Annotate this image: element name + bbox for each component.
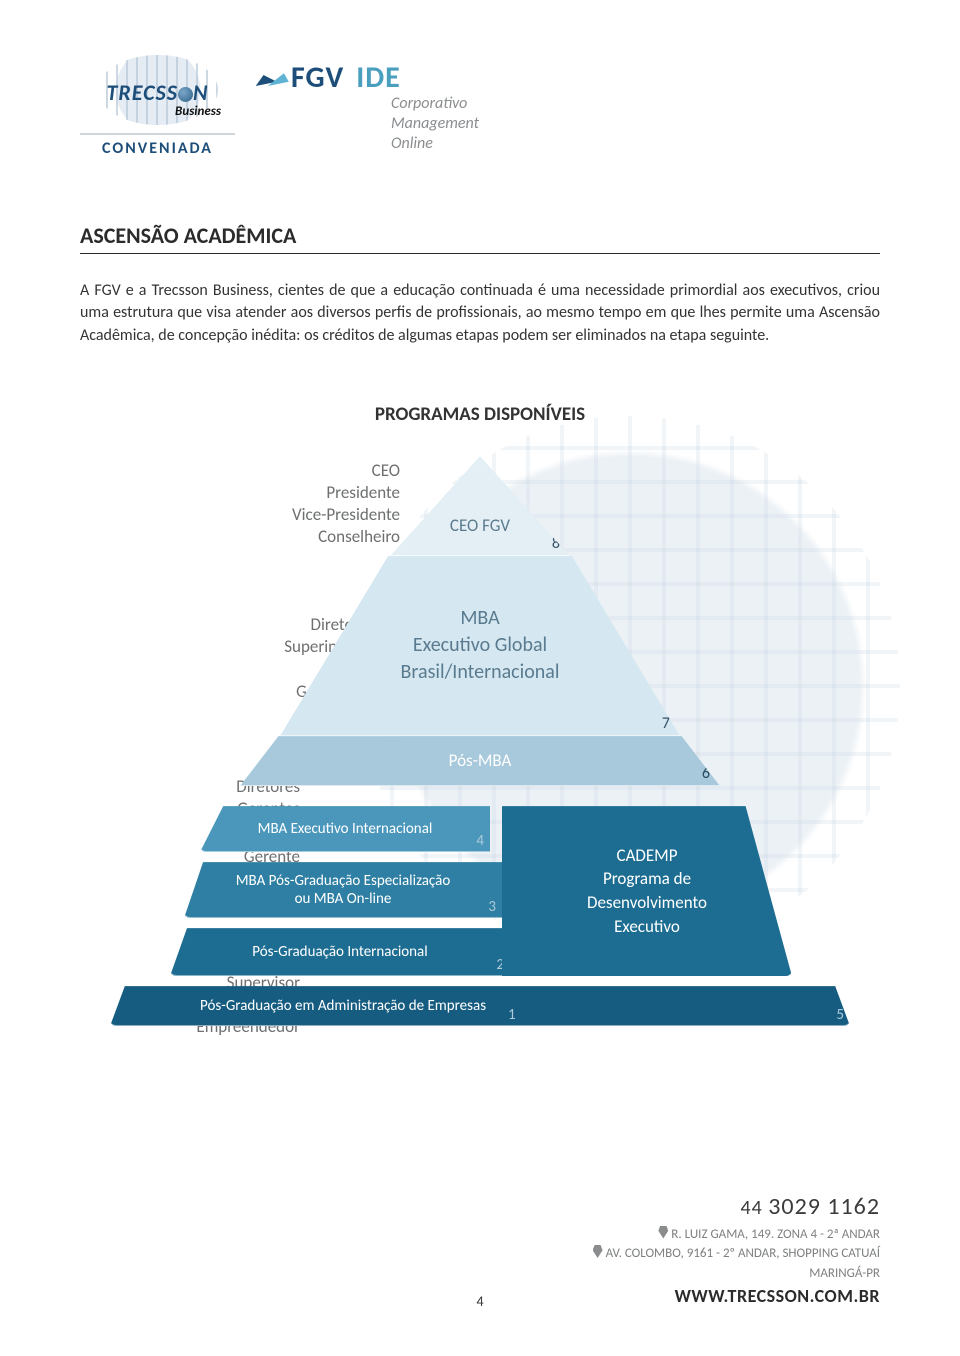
tier-label: Pós-MBA (449, 750, 512, 771)
role-label: Vice-Presidente (100, 504, 400, 526)
role-label: CEO (100, 592, 400, 614)
footer-phone: 3029 1162 (768, 1192, 880, 1221)
fgv-sub-1: Corporativo (391, 94, 479, 114)
role-label: Conselheiro (100, 526, 400, 548)
pin-icon (593, 1245, 603, 1258)
roles-group-1: CEO Presidente Vice-Presidente Conselhei… (100, 460, 400, 548)
bar-number-right: 5 (836, 1006, 844, 1024)
bar-label: Pós-Graduação Internacional (252, 943, 427, 961)
bar-pos-grad-int: Pós-Graduação Internacional 2 (170, 928, 510, 976)
header-logos: TRECSS N Business CONVENIADA FGV IDE Corp… (80, 55, 880, 158)
trecsson-business: Business (80, 104, 235, 119)
bar-mba-pos-grad: MBA Pós-Graduação Especialização ou MBA … (184, 862, 502, 918)
tier-number: 7 (662, 714, 670, 733)
bar-number: 1 (508, 1006, 516, 1024)
tier-mba-global: MBA Executivo Global Brasil/Internaciona… (280, 556, 680, 736)
footer-addr-1: R. LUIZ GAMA, 149. ZONA 4 - 2ª ANDAR (671, 1227, 880, 1242)
tier-label: Brasil/Internacional (401, 659, 560, 686)
pin-icon (658, 1226, 668, 1239)
bar-pos-grad-adm: Pós-Graduação em Administração de Empres… (110, 986, 850, 1026)
tier-number: 6 (702, 764, 710, 783)
page-number: 4 (0, 1293, 960, 1310)
pyramid-diagram: CEO Presidente Vice-Presidente Conselhei… (100, 456, 860, 1076)
footer-addr-2: AV. COLOMBO, 9161 - 2º ANDAR, SHOPPING C… (606, 1246, 880, 1261)
tier-label: CEO FGV (450, 515, 510, 536)
bar-label: MBA Pós-Graduação Especialização (236, 872, 451, 890)
globe-dot-icon (178, 87, 193, 102)
bar-label: ou MBA On-line (236, 890, 451, 908)
footer-phone-prefix: 44 (740, 1196, 768, 1220)
trecsson-brand-post: N (193, 79, 208, 106)
section-title: ASCENSÃO ACADÊMICA (80, 222, 880, 254)
intro-text: A FGV e a Trecsson Business, cientes de … (80, 280, 880, 347)
fgv-ide: IDE (356, 59, 401, 96)
tier-pos-mba: Pós-MBA 6 (240, 736, 720, 786)
fgv-sub-3: Online (391, 134, 479, 154)
bar-label: MBA Executivo Internacional (258, 820, 433, 838)
tier-ceo-fgv: CEO FGV 8 (390, 456, 570, 556)
trecsson-brand-pre: TRECSS (107, 79, 179, 106)
bar-number: 2 (496, 956, 504, 974)
role-label: Presidente (100, 482, 400, 504)
fgv-logo: FGV IDE Corporativo Management Online (257, 55, 479, 154)
bar-label: Pós-Graduação em Administração de Empres… (200, 997, 486, 1015)
fgv-sub-2: Management (391, 114, 479, 134)
bar-number: 3 (488, 898, 496, 916)
tier-number: 8 (552, 534, 560, 553)
bar-mba-exec-int: MBA Executivo Internacional 4 (200, 806, 490, 852)
footer: 44 3029 1162 R. LUIZ GAMA, 149. ZONA 4 -… (593, 1189, 880, 1311)
bar-number: 4 (476, 832, 484, 850)
tier-label: Executivo Global (401, 632, 560, 659)
fgv-name: FGV (291, 59, 344, 96)
check-icon (257, 68, 285, 88)
trecsson-logo: TRECSS N Business CONVENIADA (80, 55, 235, 158)
tier-label: MBA (401, 605, 560, 632)
trecsson-conveniada: CONVENIADA (80, 133, 235, 158)
role-label: CEO (100, 460, 400, 482)
footer-city: MARINGÁ-PR (593, 1264, 880, 1284)
diagram-title: PROGRAMAS DISPONÍVEIS (80, 403, 880, 426)
